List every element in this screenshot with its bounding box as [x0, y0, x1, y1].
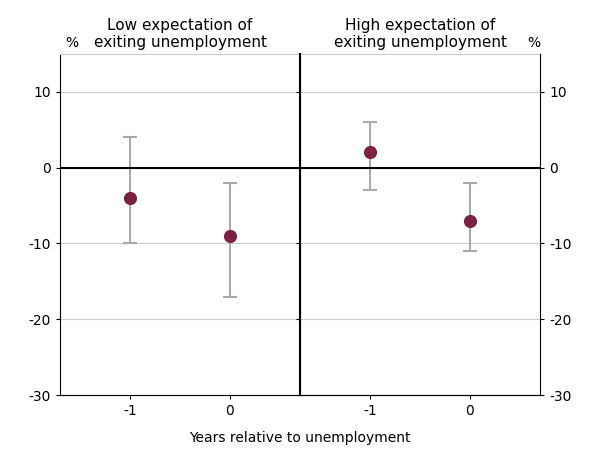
Title: Low expectation of
exiting unemployment: Low expectation of exiting unemployment: [94, 18, 266, 50]
Point: [365, 149, 375, 156]
Point: [125, 194, 135, 202]
Title: High expectation of
exiting unemployment: High expectation of exiting unemployment: [334, 18, 506, 50]
Text: Years relative to unemployment: Years relative to unemployment: [189, 431, 411, 445]
Text: %: %: [527, 36, 540, 50]
Point: [225, 232, 235, 239]
Point: [465, 217, 475, 224]
Text: %: %: [65, 36, 78, 50]
